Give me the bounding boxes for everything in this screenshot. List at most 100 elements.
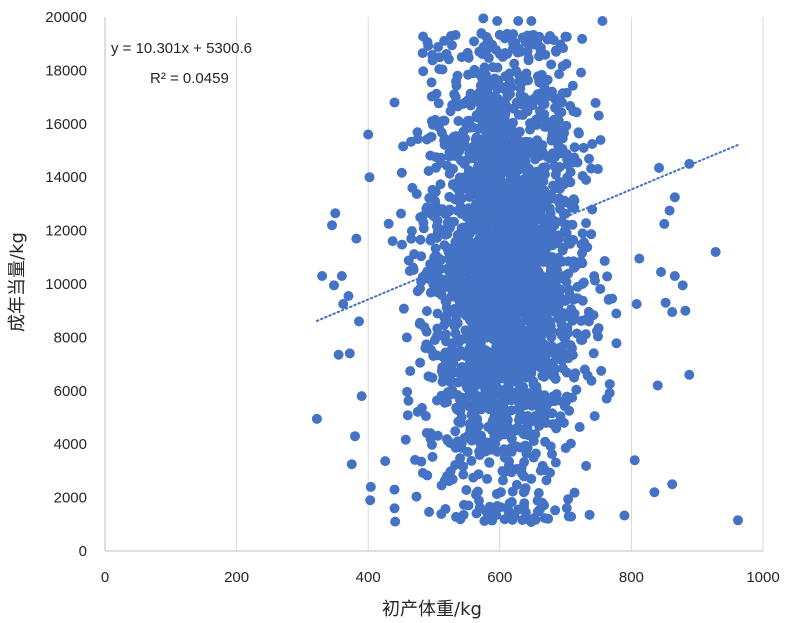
data-point [562,348,573,359]
data-point [597,16,608,27]
data-point [607,293,618,304]
data-point [486,298,497,309]
x-tick-label: 400 [356,569,381,586]
data-point [545,441,556,452]
data-point [546,225,557,236]
data-point [446,40,457,51]
data-point [677,280,688,291]
data-point [477,73,488,84]
data-point [456,412,467,423]
data-point [474,298,485,309]
data-point [317,270,328,281]
data-point [579,364,590,375]
data-point [432,330,443,341]
data-point [577,334,588,345]
data-point [587,138,598,149]
data-point [436,480,447,491]
data-point [402,410,413,421]
data-point [534,345,545,356]
data-point [656,266,667,277]
data-point [328,280,339,291]
data-point [521,309,532,320]
data-point [577,228,588,239]
data-point [601,393,612,404]
data-point [311,413,322,424]
data-point [541,151,552,162]
data-point [502,48,513,59]
data-point [684,369,695,380]
data-point [397,239,408,250]
data-point [514,402,525,413]
data-point [462,375,473,386]
data-point [519,295,530,306]
data-point [426,91,437,102]
data-point [595,135,606,146]
data-point [459,396,470,407]
data-point [554,69,565,80]
data-point [533,266,544,277]
data-point [499,514,510,525]
trendline-r2: R² = 0.0459 [150,70,229,87]
data-point [430,187,441,198]
data-point [387,236,398,247]
data-point [569,487,580,498]
data-point [541,475,552,486]
data-point [449,89,460,100]
data-point [504,444,515,455]
data-point [649,487,660,498]
data-point [544,189,555,200]
data-point [473,172,484,183]
data-point [469,407,480,418]
y-tick-label: 20000 [45,9,87,26]
data-point [522,168,533,179]
data-point [380,456,391,467]
data-point [560,31,571,42]
data-point [563,284,574,295]
data-point [513,109,524,120]
data-point [448,131,459,142]
data-point [428,210,439,221]
data-point [403,395,414,406]
y-tick-label: 18000 [45,62,87,79]
data-point [586,229,597,240]
data-point [536,96,547,107]
data-point [541,417,552,428]
data-point [465,424,476,435]
data-point [565,438,576,449]
data-point [551,423,562,434]
data-point [440,329,451,340]
data-point [576,239,587,250]
data-point [444,204,455,215]
data-point [548,391,559,402]
x-tick-label: 600 [487,569,512,586]
data-point [518,194,529,205]
data-point [488,312,499,323]
data-point [539,500,550,511]
data-point [593,110,604,121]
data-point [432,430,443,441]
data-point [571,384,582,395]
data-point [611,338,622,349]
data-point [438,352,449,363]
data-point [487,111,498,122]
data-point [530,429,541,440]
data-point [363,129,374,140]
data-point [573,128,584,139]
data-point [496,186,507,197]
trendline-equation: y = 10.301x + 5300.6 [111,40,252,57]
data-point [400,434,411,445]
data-point [498,165,509,176]
data-point [427,50,438,61]
data-point [588,310,599,321]
data-point [475,314,486,325]
data-point [553,115,564,126]
data-point [338,299,349,310]
data-point [492,16,503,27]
data-point [480,134,491,145]
data-point [463,500,474,511]
data-point [537,228,548,239]
data-point [448,163,459,174]
data-point [424,274,435,285]
data-point [525,217,536,228]
data-point [576,67,587,78]
